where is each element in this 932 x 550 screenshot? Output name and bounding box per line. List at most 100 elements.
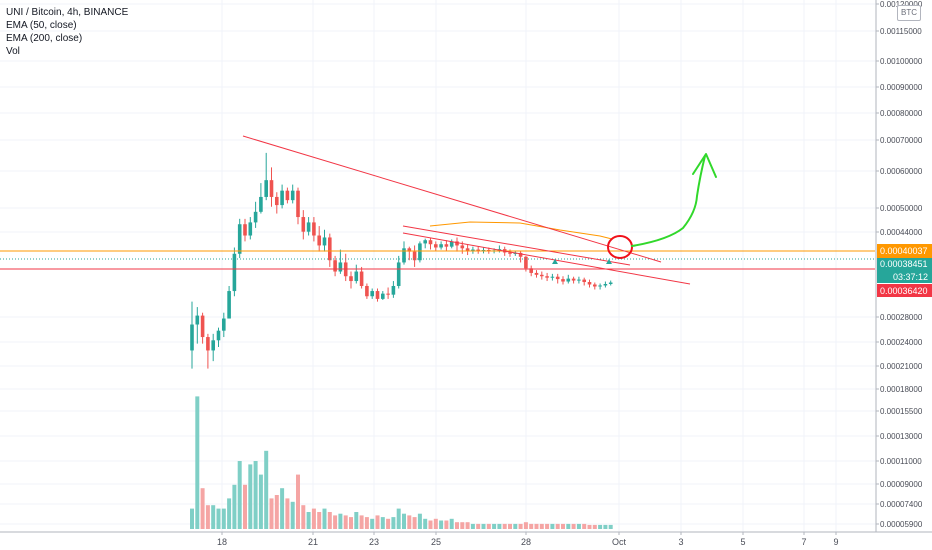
candlestick-series (190, 152, 613, 369)
volume-bar (243, 484, 247, 529)
candle-body (375, 291, 380, 299)
candle-body (301, 217, 306, 232)
currency-scale-badge[interactable]: BTC (897, 5, 921, 21)
svg-text:0.00040037: 0.00040037 (880, 246, 928, 256)
volume-bar (311, 508, 316, 529)
green-breakout-arrow (631, 155, 706, 247)
candle-body (587, 282, 592, 285)
volume-bar (439, 520, 444, 529)
volume-bar (428, 520, 433, 529)
volume-bar (407, 515, 412, 529)
volume-bar (455, 522, 459, 529)
candle-body (428, 240, 433, 245)
candle-body (423, 240, 427, 244)
candle-body (227, 291, 231, 319)
volume-bar (486, 523, 491, 529)
red-price-label: 0.00036420 (877, 284, 932, 297)
candle-body (243, 224, 247, 236)
volume-bar (587, 524, 592, 529)
price-tick-label: 0.00080000 (880, 109, 923, 118)
volume-bar (592, 524, 597, 529)
volume-bar (417, 513, 422, 529)
candle-body (534, 272, 539, 275)
candle-body (232, 253, 237, 292)
symbol-title[interactable]: UNI / Bitcoin, 4h, BINANCE (6, 7, 129, 18)
candle-body (471, 249, 475, 251)
volume-legend[interactable]: Vol (6, 46, 20, 57)
candle-body (354, 271, 359, 282)
time-tick-label: 28 (521, 537, 531, 547)
candle-body (439, 244, 443, 248)
candle-body (608, 282, 613, 284)
candle-body (582, 279, 586, 283)
candle-body (540, 274, 544, 277)
volume-bar (290, 501, 295, 529)
candle-body (200, 315, 205, 338)
inner-trendline (402, 225, 631, 266)
time-axis[interactable]: 18 21 23 25 28 Oct 3 5 7 9 (217, 532, 839, 547)
price-tick-label: 0.00050000 (880, 204, 923, 213)
candle-body (280, 190, 284, 206)
candle-body (381, 293, 385, 299)
candle-body (190, 324, 194, 351)
candle-body (290, 190, 295, 201)
volume-bar (529, 523, 534, 529)
price-tick-label: 0.00070000 (880, 136, 923, 145)
volume-bar (513, 523, 518, 529)
candle-body (603, 283, 608, 286)
volume-bar (539, 523, 544, 529)
volume-bar (380, 517, 385, 529)
price-tick-label: 0.00060000 (880, 167, 923, 176)
volume-bars (190, 396, 613, 529)
candle-body (434, 244, 438, 248)
volume-bar (211, 505, 216, 529)
time-tick-label: 23 (369, 537, 379, 547)
volume-bar (221, 508, 226, 529)
volume-bar (333, 515, 338, 529)
volume-bar (423, 518, 428, 529)
volume-bar (253, 461, 258, 529)
candle-body (216, 330, 221, 341)
time-tick-label: 7 (801, 537, 806, 547)
candle-body (296, 190, 300, 218)
candle-body (264, 180, 268, 197)
time-tick-label: 18 (217, 537, 227, 547)
volume-bar (205, 505, 210, 529)
green-triangle-marker (552, 259, 558, 264)
price-tick-label: 0.00013000 (880, 432, 923, 441)
volume-bar (195, 396, 200, 529)
volume-bar (391, 517, 396, 529)
volume-bar (317, 512, 322, 529)
volume-bar (354, 512, 359, 529)
candle-body (333, 260, 337, 272)
candle-body (259, 196, 263, 212)
volume-bar (545, 523, 550, 529)
candle-body (524, 256, 528, 269)
volume-bar (364, 517, 369, 529)
candle-body (222, 318, 226, 331)
candle-body (407, 248, 412, 252)
price-tick-label: 0.00015500 (880, 407, 923, 416)
countdown-text: 03:37:12 (893, 272, 928, 282)
price-axis[interactable]: 0.00120000 0.00115000 0.00100000 0.00090000… (876, 0, 923, 529)
volume-bar (237, 461, 242, 529)
ema-50-legend[interactable]: EMA (50, close) (6, 20, 77, 31)
orange-price-label: 0.00040037 (877, 244, 932, 258)
volume-bar (571, 523, 576, 529)
volume-bar (550, 523, 555, 529)
volume-bar (258, 474, 263, 529)
current-price-label: 0.00038451 (877, 258, 932, 270)
volume-bar (306, 512, 311, 529)
candle-body (349, 276, 353, 282)
volume-bar (518, 523, 523, 529)
volume-bar (502, 523, 507, 529)
chart-grid (0, 0, 876, 532)
volume-bar (285, 498, 290, 529)
candle-body (577, 279, 581, 281)
candle-body (465, 248, 470, 251)
ema-200-legend[interactable]: EMA (200, close) (6, 33, 83, 44)
green-arrow-head (692, 153, 717, 178)
price-tick-label: 0.00021000 (880, 362, 923, 371)
candle-body (571, 278, 576, 281)
